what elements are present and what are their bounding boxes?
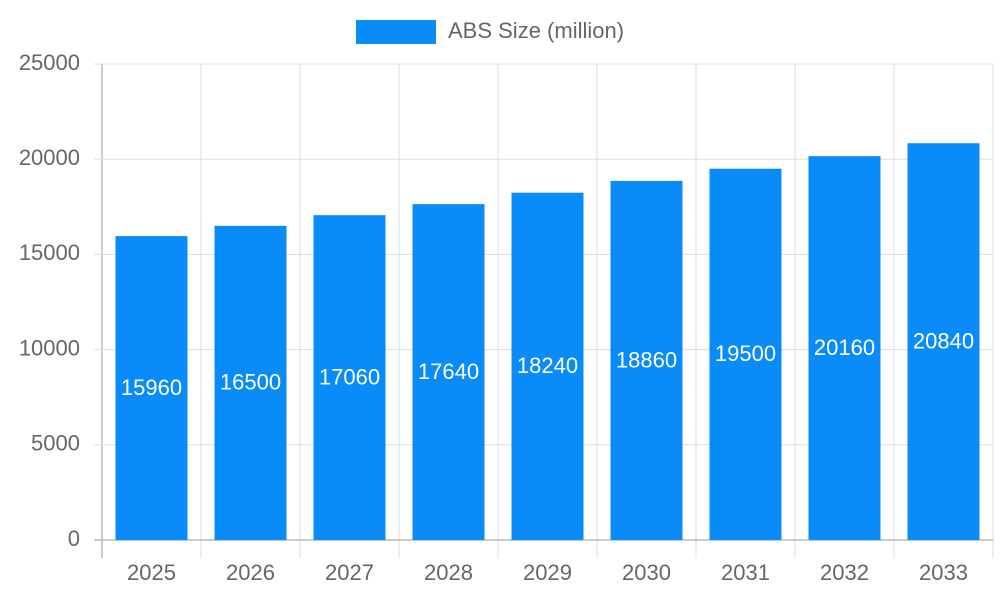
x-tick-label: 2029 [523, 560, 572, 585]
y-tick-label: 10000 [19, 335, 80, 360]
bar [313, 215, 386, 540]
bar [115, 236, 188, 541]
x-tick-label: 2027 [325, 560, 374, 585]
data-label: 18860 [616, 347, 677, 372]
y-tick-label: 20000 [19, 145, 80, 170]
data-label: 17640 [418, 359, 479, 384]
y-tick-label: 5000 [31, 431, 80, 456]
bar [907, 143, 980, 540]
x-tick-label: 2028 [424, 560, 473, 585]
x-tick-label: 2025 [127, 560, 176, 585]
y-tick-label: 15000 [19, 240, 80, 265]
bar [808, 156, 881, 540]
x-tick-label: 2033 [919, 560, 968, 585]
y-tick-label: 0 [68, 526, 80, 551]
data-label: 16500 [220, 370, 281, 395]
data-label: 17060 [319, 364, 380, 389]
bar [412, 204, 485, 540]
bar [511, 192, 584, 541]
x-tick-label: 2030 [622, 560, 671, 585]
bar [214, 225, 287, 540]
x-tick-label: 2032 [820, 560, 869, 585]
data-label: 20160 [814, 335, 875, 360]
bar [610, 180, 683, 541]
legend-swatch [356, 20, 436, 44]
x-tick-label: 2026 [226, 560, 275, 585]
data-label: 18240 [517, 353, 578, 378]
x-tick-label: 2031 [721, 560, 770, 585]
y-tick-label: 25000 [19, 50, 80, 75]
data-label: 15960 [121, 375, 182, 400]
data-label: 20840 [913, 328, 974, 353]
bar [709, 168, 782, 540]
data-label: 19500 [715, 341, 776, 366]
legend-label: ABS Size (million) [448, 18, 624, 43]
